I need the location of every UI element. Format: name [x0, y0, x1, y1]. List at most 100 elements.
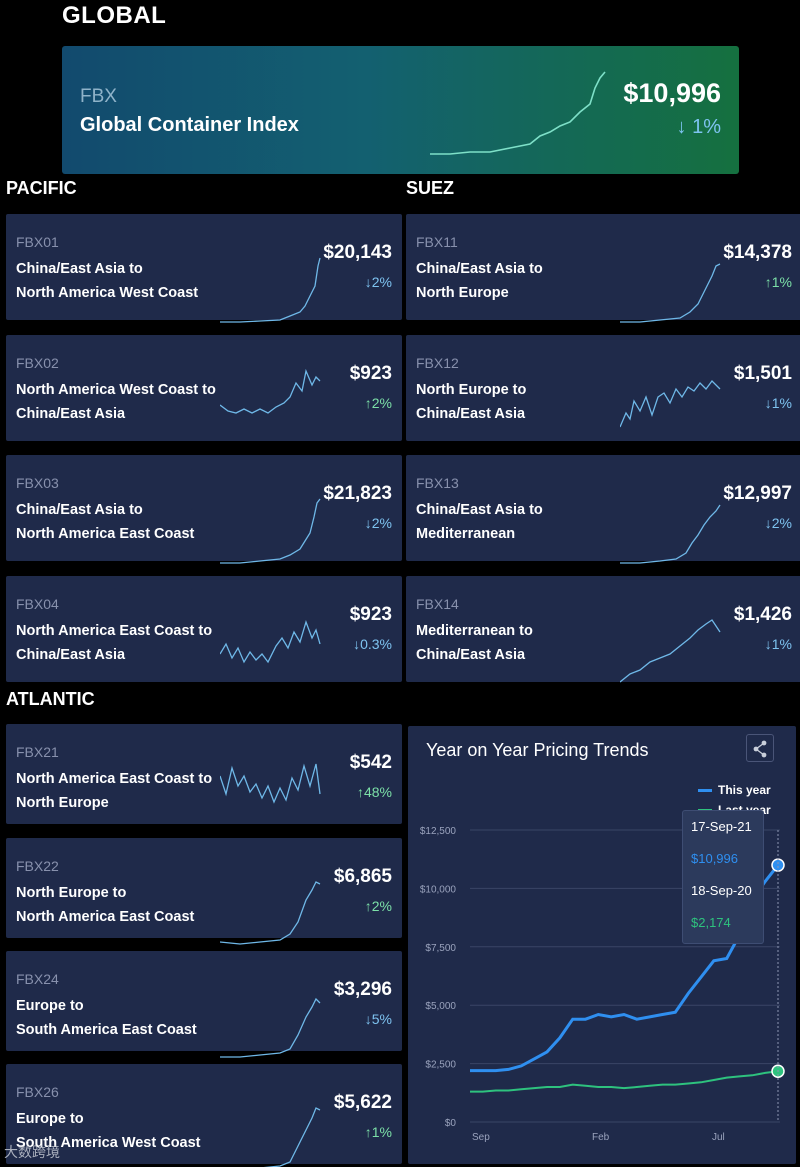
route-line-1: China/East Asia to: [16, 502, 143, 518]
index-name: Global Container Index: [80, 114, 299, 136]
atlantic-section-title: ATLANTIC: [6, 689, 95, 709]
index-price: $10,996: [623, 78, 721, 108]
route-line-2: China/East Asia: [16, 406, 126, 422]
route-price: $923: [349, 604, 392, 625]
route-description: Europe to South America East Coast: [16, 994, 197, 1042]
route-price: $542: [349, 752, 392, 773]
route-price: $6,865: [333, 866, 392, 887]
route-line-2: North Europe: [416, 285, 509, 301]
route-description: North Europe to China/East Asia: [416, 378, 526, 426]
chart-tooltip: 17-Sep-21 $10,996 18-Sep-20 $2,174: [682, 810, 764, 944]
route-change: ↑2%: [364, 395, 392, 411]
y-tick-label: $2,500: [425, 1060, 456, 1071]
y-tick-label: $5,000: [425, 1001, 456, 1012]
route-card-fbx01[interactable]: FBX01 China/East Asia to North America W…: [6, 214, 402, 323]
route-sparkline: [220, 763, 321, 804]
route-line-2: South America West Coast: [16, 1135, 201, 1151]
route-line-1: China/East Asia to: [16, 261, 143, 277]
y-tick-label: $12,500: [420, 826, 457, 837]
route-description: North Europe to North America East Coast: [16, 881, 194, 929]
tooltip-date-last-year: 18-Sep-20: [691, 883, 752, 898]
route-change: ↑48%: [356, 784, 392, 800]
route-line-1: North America East Coast to: [16, 623, 213, 639]
route-price: $1,501: [733, 363, 792, 384]
route-code: FBX26: [16, 1084, 59, 1100]
series-point-this-year: [771, 858, 785, 872]
route-sparkline: [220, 881, 321, 945]
route-price: $21,823: [323, 483, 392, 504]
route-code: FBX13: [416, 475, 459, 491]
route-sparkline: [220, 498, 321, 564]
route-change: ↑2%: [364, 898, 392, 914]
route-line-2: North America East Coast: [16, 909, 195, 925]
legend-this-year[interactable]: This year: [698, 780, 771, 800]
route-description: North America West Coast to China/East A…: [16, 378, 216, 426]
route-change: ↓0.3%: [353, 636, 392, 652]
route-code: FBX22: [16, 858, 59, 874]
x-tick-label: Sep: [472, 1132, 490, 1143]
y-tick-label: $0: [445, 1118, 457, 1129]
route-card-fbx21[interactable]: FBX21 North America East Coast to North …: [6, 724, 402, 824]
route-description: China/East Asia to Mediterranean: [416, 498, 543, 546]
x-tick-label: Jul: [712, 1132, 725, 1143]
route-change: ↑1%: [764, 274, 792, 290]
route-card-fbx14[interactable]: FBX14 Mediterranean to China/East Asia $…: [406, 576, 800, 683]
route-line-1: Mediterranean to: [416, 623, 533, 639]
pacific-section-title: PACIFIC: [6, 178, 77, 198]
route-sparkline: [220, 997, 321, 1058]
route-change: ↓2%: [364, 274, 392, 290]
route-line-2: China/East Asia: [16, 647, 126, 663]
share-icon[interactable]: [746, 734, 774, 762]
route-card-fbx03[interactable]: FBX03 China/East Asia to North America E…: [6, 455, 402, 564]
route-code: FBX11: [416, 234, 458, 250]
route-line-1: Europe to: [16, 998, 84, 1014]
route-code: FBX14: [416, 596, 459, 612]
route-code: FBX02: [16, 355, 59, 371]
route-line-1: North Europe to: [416, 382, 527, 398]
route-line-2: South America East Coast: [16, 1022, 197, 1038]
route-card-fbx22[interactable]: FBX22 North Europe to North America East…: [6, 838, 402, 945]
route-card-fbx24[interactable]: FBX24 Europe to South America East Coast…: [6, 951, 402, 1058]
y-tick-label: $10,000: [420, 884, 457, 895]
route-line-2: North Europe: [16, 795, 109, 811]
y-tick-label: $7,500: [425, 943, 456, 954]
global-sparkline: [430, 71, 606, 155]
route-sparkline: [220, 368, 321, 414]
route-line-1: Europe to: [16, 1111, 84, 1127]
route-description: North America East Coast to China/East A…: [16, 619, 212, 667]
route-sparkline: [620, 504, 721, 564]
route-card-fbx26[interactable]: FBX26 Europe to South America West Coast…: [6, 1064, 402, 1167]
global-index-card[interactable]: FBX Global Container Index $10,996 ↓ 1%: [62, 46, 739, 174]
route-price: $1,426: [733, 604, 792, 625]
route-change: ↓2%: [364, 515, 392, 531]
index-change: ↓ 1%: [676, 116, 721, 138]
route-description: Mediterranean to China/East Asia: [416, 619, 533, 667]
route-code: FBX21: [16, 744, 59, 760]
route-line-1: North Europe to: [16, 885, 127, 901]
route-description: China/East Asia to North America East Co…: [16, 498, 194, 546]
route-card-fbx13[interactable]: FBX13 China/East Asia to Mediterranean $…: [406, 455, 800, 564]
series-line-last-year: [470, 1070, 779, 1093]
route-card-fbx11[interactable]: FBX11 China/East Asia to North Europe $1…: [406, 214, 800, 323]
route-code: FBX12: [416, 355, 459, 371]
route-description: China/East Asia to North Europe: [416, 257, 543, 305]
pricing-trends-panel: Year on Year Pricing Trends $12,500 $10,0…: [408, 726, 796, 1164]
route-sparkline: [263, 1107, 321, 1167]
tooltip-value-this-year: $10,996: [691, 851, 738, 866]
route-description: Europe to South America West Coast: [16, 1107, 201, 1155]
route-price: $3,296: [333, 979, 392, 1000]
index-code: FBX: [80, 86, 117, 107]
route-line-2: China/East Asia: [416, 647, 526, 663]
route-sparkline: [620, 619, 721, 683]
route-card-fbx12[interactable]: FBX12 North Europe to China/East Asia $1…: [406, 335, 800, 441]
route-card-fbx04[interactable]: FBX04 North America East Coast to China/…: [6, 576, 402, 682]
route-code: FBX04: [16, 596, 59, 612]
route-price: $12,997: [723, 483, 792, 504]
route-price: $923: [349, 363, 392, 384]
route-line-2: Mediterranean: [416, 526, 516, 542]
route-line-2: North America East Coast: [16, 526, 195, 542]
route-code: FBX01: [16, 234, 59, 250]
route-change: ↓1%: [764, 395, 792, 411]
series-line-this-year: [470, 864, 780, 1073]
route-card-fbx02[interactable]: FBX02 North America West Coast to China/…: [6, 335, 402, 441]
